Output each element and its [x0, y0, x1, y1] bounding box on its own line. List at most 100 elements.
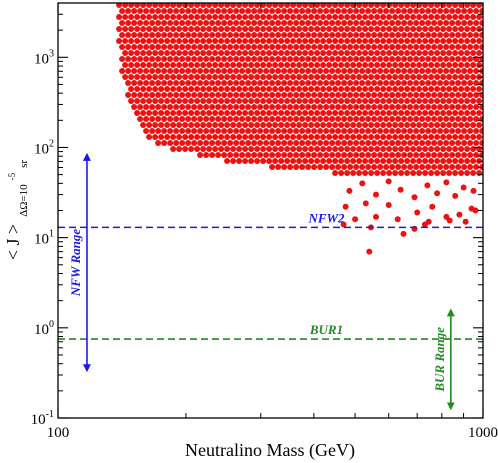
data-point [353, 68, 360, 74]
data-point [218, 14, 225, 20]
data-point [380, 14, 387, 20]
data-point [215, 8, 222, 14]
data-point [287, 152, 294, 158]
data-point [140, 122, 147, 128]
data-point [401, 8, 408, 14]
data-point [347, 116, 354, 122]
data-point [215, 152, 222, 158]
data-point [335, 152, 342, 158]
data-point [380, 26, 387, 32]
data-point [404, 86, 411, 92]
data-point [425, 104, 432, 110]
data-point [155, 32, 162, 38]
data-point [158, 38, 165, 44]
data-point [452, 134, 459, 140]
data-point [353, 164, 360, 170]
data-point [371, 68, 378, 74]
data-point [320, 3, 327, 8]
data-point [422, 158, 429, 164]
data-point [293, 152, 300, 158]
data-point [257, 92, 264, 98]
data-point [263, 128, 270, 134]
data-point [467, 56, 474, 62]
data-point [182, 62, 189, 68]
data-point [179, 56, 186, 62]
data-point [287, 80, 294, 86]
data-point [449, 128, 456, 134]
data-point [311, 164, 318, 170]
data-point [392, 38, 399, 44]
data-point [266, 26, 273, 32]
data-point [419, 116, 426, 122]
data-point [155, 56, 162, 62]
data-point [368, 3, 375, 8]
data-point [401, 164, 408, 170]
data-point [419, 104, 426, 110]
data-point [443, 140, 450, 146]
data-point [443, 32, 450, 38]
data-point [413, 20, 420, 26]
data-point [362, 74, 369, 80]
data-point [272, 38, 279, 44]
data-point [248, 146, 255, 152]
data-point [278, 74, 285, 80]
data-point [143, 68, 150, 74]
data-point [251, 8, 258, 14]
data-point [419, 152, 426, 158]
data-point [134, 86, 141, 92]
data-point [209, 80, 216, 86]
data-point [296, 3, 303, 8]
data-point [422, 146, 429, 152]
data-point [422, 74, 429, 80]
data-point [152, 134, 159, 140]
data-point [356, 158, 363, 164]
data-point [434, 190, 441, 197]
data-point [314, 3, 321, 8]
data-point [461, 104, 468, 110]
data-point [152, 98, 159, 104]
data-point [371, 164, 378, 170]
data-point [365, 80, 372, 86]
data-point [341, 8, 348, 14]
data-point [224, 50, 231, 56]
data-point [383, 128, 390, 134]
data-point [392, 146, 399, 152]
data-point [272, 158, 279, 164]
data-point [131, 20, 138, 26]
data-point [263, 104, 270, 110]
data-point [338, 122, 345, 128]
data-point [350, 170, 357, 176]
data-point [191, 92, 198, 98]
data-point [176, 110, 183, 116]
data-point [440, 86, 447, 92]
data-point [317, 116, 324, 122]
data-point [302, 62, 309, 68]
data-point [251, 20, 258, 26]
data-point [437, 116, 444, 122]
data-point [263, 140, 270, 146]
data-point [317, 164, 324, 170]
data-point [260, 62, 267, 68]
data-point [278, 3, 285, 8]
data-point [320, 74, 327, 80]
data-point [347, 128, 354, 134]
data-point [377, 56, 384, 62]
data-point [308, 122, 315, 128]
data-point [425, 80, 432, 86]
data-point [395, 32, 402, 38]
data-point [479, 20, 483, 26]
data-point [254, 26, 261, 32]
data-point [479, 104, 483, 110]
data-point [416, 158, 423, 164]
data-point [308, 38, 315, 44]
data-point [323, 128, 330, 134]
data-point [377, 80, 384, 86]
data-point [152, 3, 159, 8]
data-point [431, 140, 438, 146]
data-point [359, 8, 366, 14]
data-point [185, 8, 192, 14]
data-point [413, 68, 420, 74]
data-point [158, 14, 165, 20]
data-point [398, 74, 405, 80]
data-point [167, 32, 174, 38]
